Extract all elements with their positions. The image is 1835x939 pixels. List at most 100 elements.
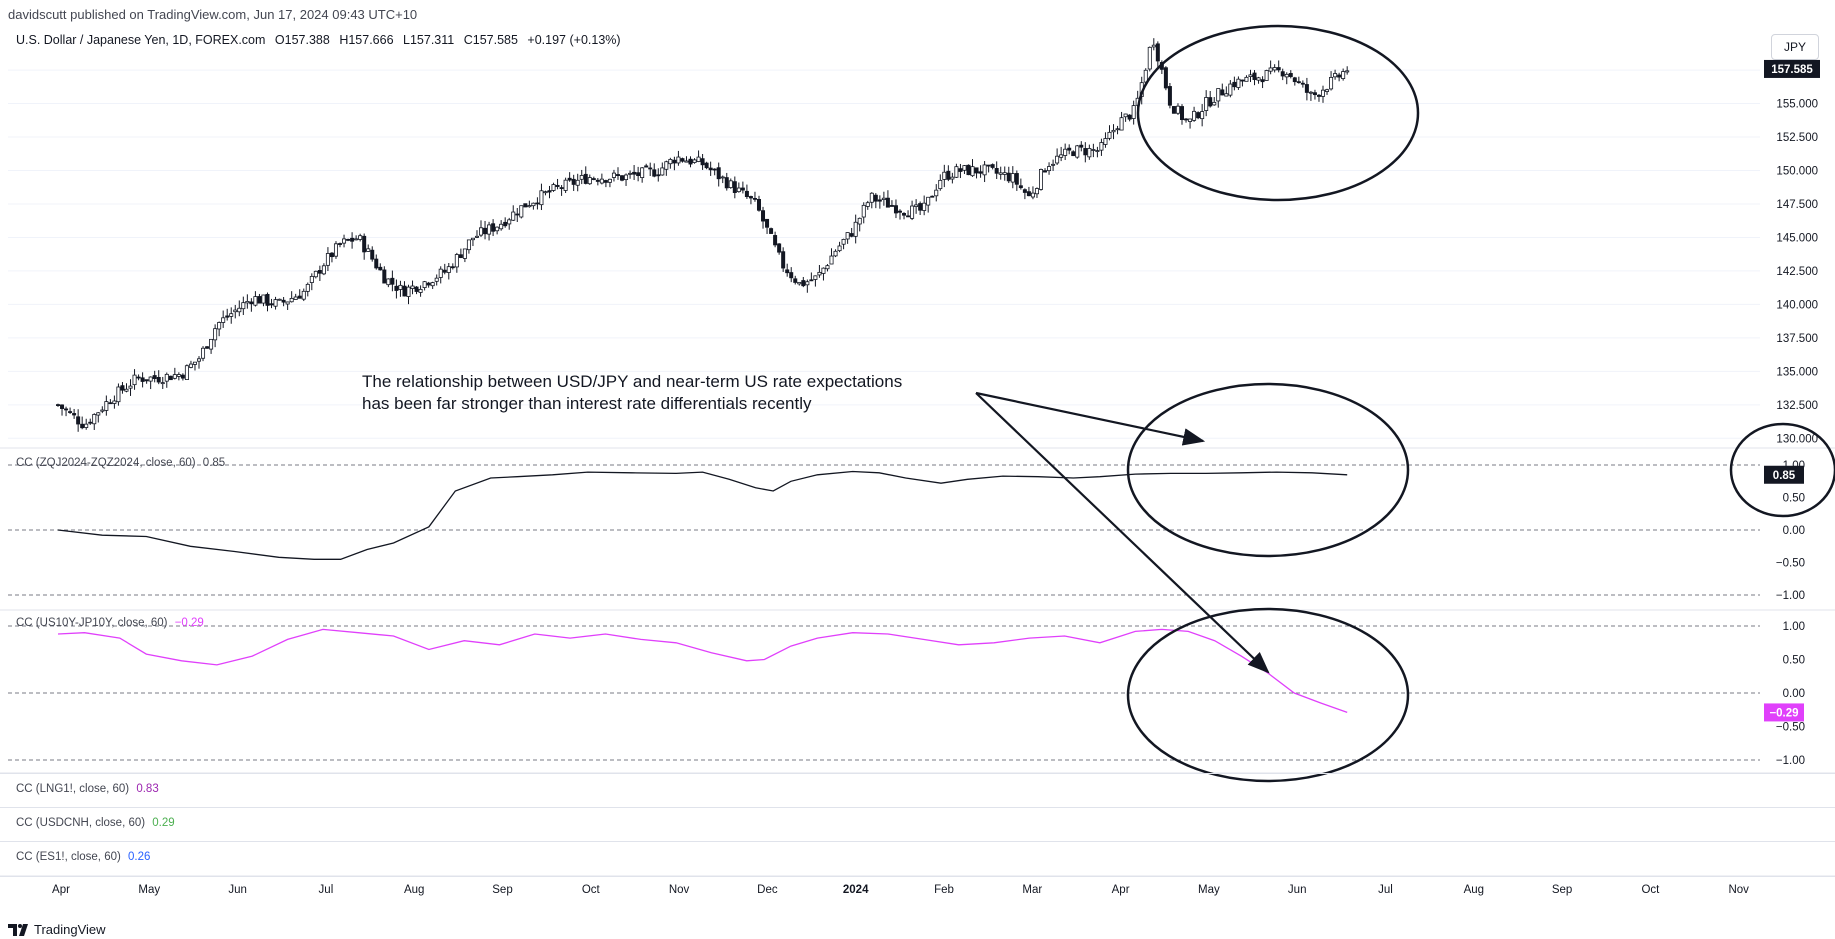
- candle-body: [720, 176, 725, 179]
- price-tick-label: 152.500: [1776, 132, 1818, 144]
- candle-body: [426, 282, 431, 286]
- candle-body: [1047, 166, 1052, 172]
- footer-brand[interactable]: TradingView: [8, 920, 106, 939]
- candle-body: [273, 299, 278, 307]
- candle-body: [833, 250, 838, 257]
- candle-body: [180, 374, 185, 379]
- candle-body: [253, 296, 258, 306]
- candle-body: [962, 165, 967, 171]
- candle-body: [1119, 117, 1124, 131]
- candle-body: [354, 238, 359, 241]
- candle-body: [1232, 81, 1237, 88]
- candle-body: [857, 217, 862, 225]
- candle-body: [773, 235, 778, 246]
- cc5-value: 0.26: [128, 851, 151, 863]
- currency-button[interactable]: JPY: [1771, 34, 1819, 60]
- candle-body: [132, 374, 137, 386]
- cc4-pane[interactable]: CC (USDCNH, close, 60) 0.29: [0, 807, 1835, 842]
- symbol-legend[interactable]: U.S. Dollar / Japanese Yen, 1D, FOREX.co…: [16, 33, 627, 47]
- time-axis: Apr May Jun Jul Aug Sep Oct Nov Dec 2024 Feb Mar Apr…: [0, 875, 1835, 896]
- time-tick-label: Oct: [1641, 884, 1660, 896]
- candle-body: [378, 266, 383, 271]
- candle-body: [84, 423, 89, 428]
- candle-body: [1123, 113, 1128, 118]
- candle-body: [1200, 111, 1205, 120]
- candle-body: [861, 204, 866, 218]
- candle-body: [366, 248, 371, 252]
- candle-body: [245, 301, 250, 304]
- candle-body: [184, 365, 189, 380]
- candle-body: [648, 167, 653, 170]
- candle-body: [1196, 112, 1201, 119]
- candle-body: [615, 174, 620, 177]
- candle-body: [1171, 106, 1176, 114]
- price-tick-label: 145.000: [1776, 232, 1818, 244]
- time-tick-label: Jul: [1378, 884, 1393, 896]
- candle-body: [56, 404, 61, 406]
- candle-body: [1026, 191, 1031, 197]
- cc1-label: CC (ZQJ2024-ZQZ2024, close, 60): [16, 457, 196, 469]
- candle-body: [325, 253, 330, 266]
- time-tick-label: Aug: [1464, 884, 1484, 896]
- annotation-line-2: has been far stronger than interest rate…: [362, 394, 812, 413]
- candle-body: [1155, 43, 1160, 62]
- ohlc-open: O157.388: [274, 33, 330, 47]
- candle-body: [1115, 128, 1120, 131]
- candle-body: [575, 179, 580, 186]
- candle-body: [358, 235, 363, 240]
- cc1-legend[interactable]: CC (ZQJ2024-ZQZ2024, close, 60) 0.85: [16, 457, 225, 469]
- candle-body: [1300, 82, 1305, 85]
- candle-body: [926, 196, 931, 206]
- candle-body: [317, 270, 322, 274]
- candle-body: [640, 167, 645, 178]
- cc3-value: 0.83: [136, 783, 159, 795]
- candle-body: [531, 202, 536, 207]
- cc2-legend[interactable]: CC (US10Y-JP10Y, close, 60) −0.29: [16, 617, 204, 629]
- candle-body: [579, 175, 584, 180]
- candle-body: [728, 180, 733, 188]
- candle-body: [398, 284, 403, 290]
- candle-body: [120, 385, 125, 391]
- candle-body: [1312, 92, 1317, 96]
- candle-body: [285, 301, 290, 305]
- candle-body: [1192, 110, 1197, 121]
- candle-body: [289, 298, 294, 303]
- candle-body: [446, 266, 451, 273]
- candle-body: [160, 382, 165, 385]
- candle-body: [237, 307, 242, 313]
- candle-body: [229, 313, 234, 317]
- candle-body: [881, 197, 886, 200]
- cc5-pane[interactable]: CC (ES1!, close, 60) 0.26: [0, 841, 1835, 877]
- candle-body: [1095, 150, 1100, 153]
- ohlc-high: H157.666: [339, 33, 394, 47]
- candle-body: [736, 187, 741, 193]
- candle-body: [611, 172, 616, 178]
- time-tick-label: Jun: [228, 884, 247, 896]
- candle-body: [499, 223, 504, 230]
- candle-body: [805, 281, 810, 286]
- candle-body: [1296, 81, 1301, 84]
- candle-body: [781, 251, 786, 269]
- time-tick-label: Feb: [934, 884, 954, 896]
- cc1-tick-label: −1.00: [1776, 590, 1805, 602]
- candle-body: [462, 248, 467, 259]
- candle-body: [877, 199, 882, 202]
- candle-body: [587, 177, 592, 185]
- candle-body: [197, 358, 202, 362]
- cc1-value-badge-text: 0.85: [1773, 470, 1796, 482]
- candle-body: [1030, 192, 1035, 198]
- arrow-to-cc2: [975, 392, 1270, 674]
- candle-body: [756, 198, 761, 211]
- cc3-pane[interactable]: CC (LNG1!, close, 60) 0.83: [0, 773, 1835, 808]
- price-axis: 157.500155.000152.500150.000147.500145.0…: [1764, 59, 1820, 445]
- candle-body: [217, 322, 222, 330]
- time-tick-label: 2024: [843, 884, 869, 896]
- candle-body: [632, 171, 637, 175]
- ellipse-cc1-badge: [1729, 422, 1835, 518]
- candle-body: [483, 227, 488, 235]
- candle-body: [998, 172, 1003, 175]
- candle-body: [1272, 67, 1277, 71]
- candle-body: [789, 272, 794, 279]
- price-tick-label: 130.000: [1776, 433, 1818, 445]
